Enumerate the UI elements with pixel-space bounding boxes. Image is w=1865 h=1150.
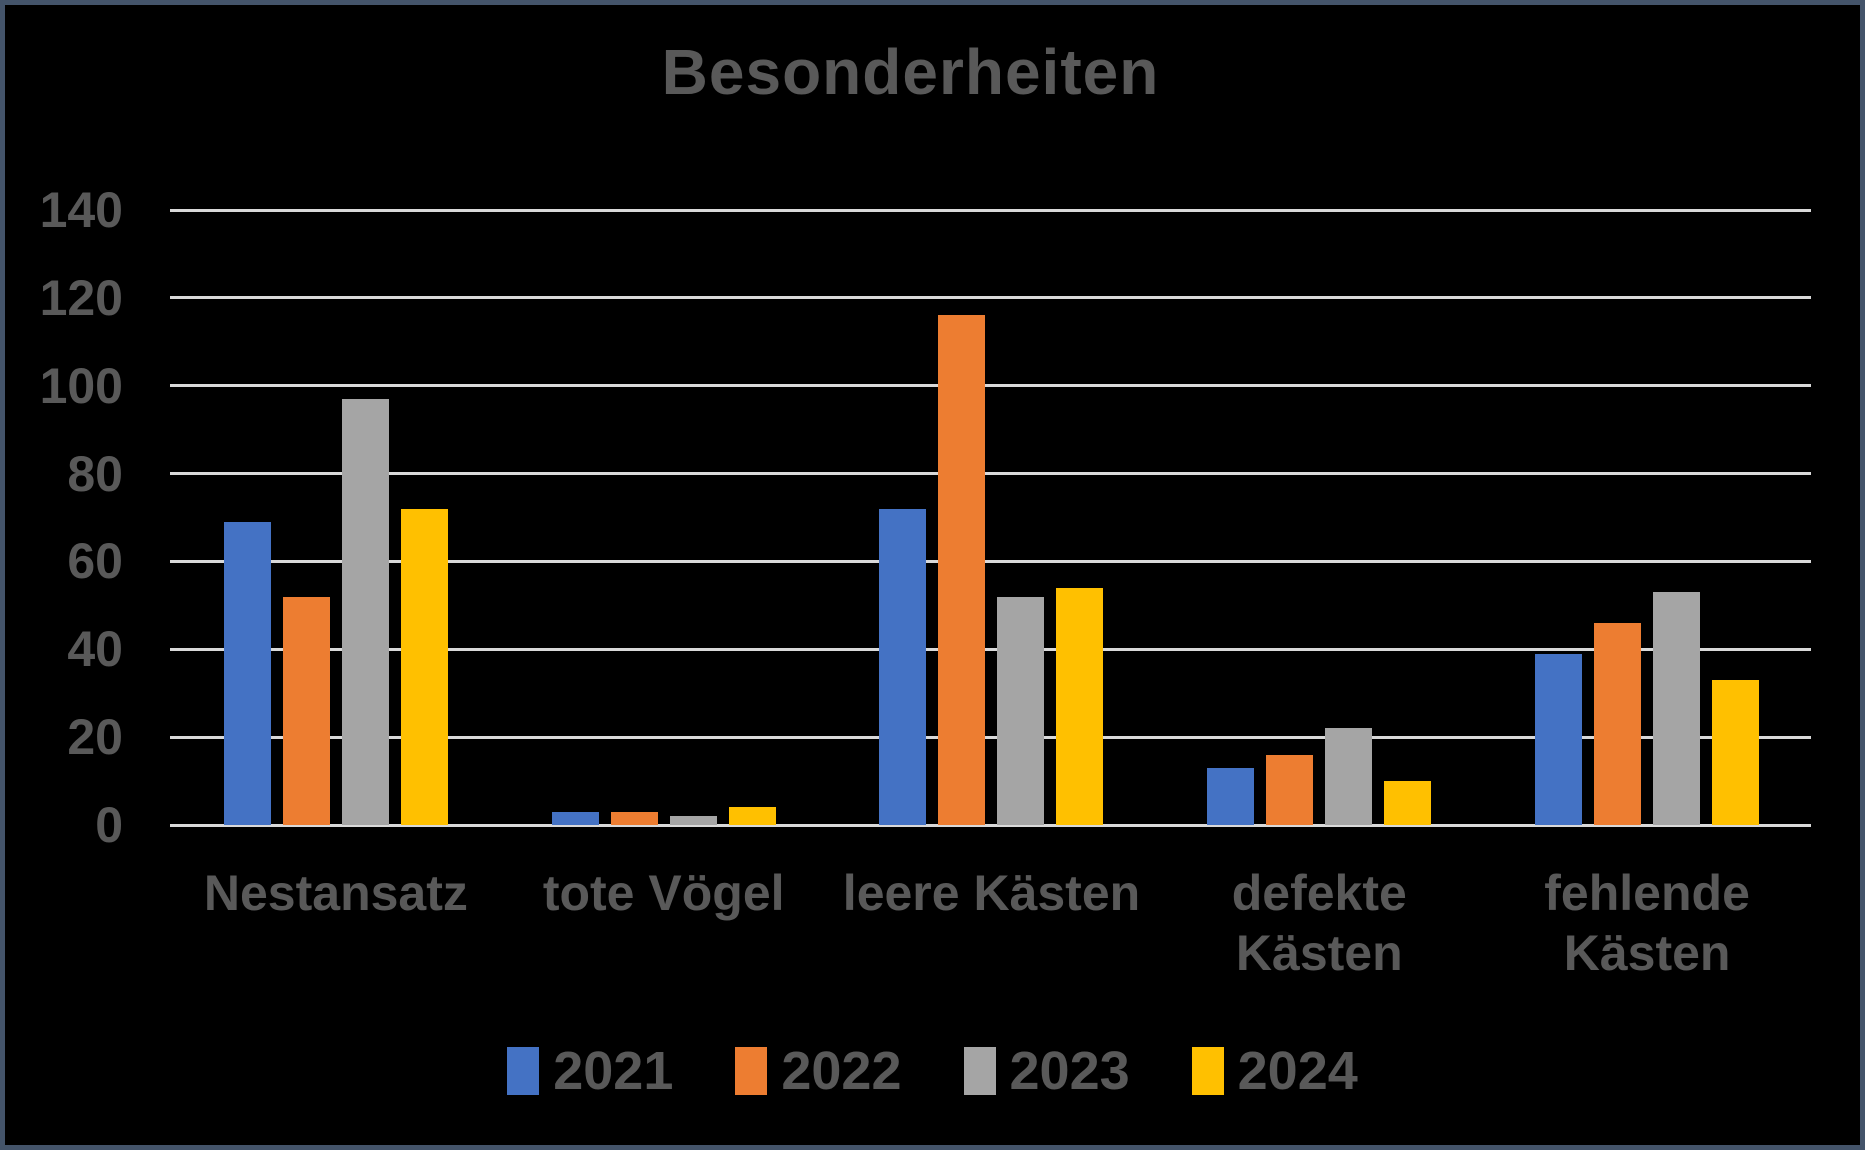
bar-2022-nestansatz bbox=[282, 597, 330, 825]
bar-2022-tote-voegel bbox=[610, 812, 658, 825]
gridline-140 bbox=[170, 208, 1811, 212]
bar-2024-leere-kaesten bbox=[1056, 588, 1104, 825]
x-category-label-leere-kaesten: leere Kästen bbox=[828, 863, 1156, 923]
bar-group-leere-kaesten bbox=[828, 210, 1156, 825]
y-tick-label-60: 60 bbox=[67, 533, 123, 590]
x-category-label-fehlende-kaesten: fehlende Kästen bbox=[1483, 863, 1811, 983]
bar-2021-tote-voegel bbox=[551, 812, 599, 825]
bar-2023-leere-kaesten bbox=[997, 597, 1045, 825]
bar-2023-defekte-kaesten bbox=[1325, 728, 1373, 825]
legend-item-2024: 2024 bbox=[1191, 1041, 1358, 1101]
legend-swatch-2022 bbox=[735, 1047, 768, 1095]
y-tick-label-100: 100 bbox=[39, 357, 123, 414]
x-category-label-line: tote Vögel bbox=[542, 865, 785, 921]
legend-swatch-2024 bbox=[1191, 1047, 1224, 1095]
bar-2022-defekte-kaesten bbox=[1266, 755, 1314, 825]
x-category-label-tote-voegel: tote Vögel bbox=[500, 863, 828, 923]
gridline-60 bbox=[170, 559, 1811, 563]
bar-2023-nestansatz bbox=[341, 399, 389, 825]
legend-label-2024: 2024 bbox=[1237, 1041, 1358, 1101]
legend-item-2021: 2021 bbox=[507, 1043, 673, 1099]
bar-2021-defekte-kaesten bbox=[1207, 768, 1255, 825]
x-category-label-defekte-kaesten: defekte Kästen bbox=[1155, 863, 1483, 983]
bar-2022-leere-kaesten bbox=[938, 315, 986, 825]
legend-swatch-2021 bbox=[507, 1047, 540, 1095]
y-tick-label-20: 20 bbox=[67, 709, 123, 766]
x-category-label-line: defekte bbox=[1231, 865, 1407, 921]
bar-2022-fehlende-kaesten bbox=[1594, 623, 1642, 825]
chart-title: Besonderheiten bbox=[661, 36, 1160, 108]
bar-2021-nestansatz bbox=[223, 522, 271, 825]
y-tick-label-80: 80 bbox=[67, 445, 123, 502]
bar-2024-defekte-kaesten bbox=[1384, 781, 1432, 825]
x-category-label-line: leere Kästen bbox=[842, 865, 1141, 921]
legend-label-2022: 2022 bbox=[781, 1041, 902, 1101]
x-category-label-line: Nestansatz bbox=[203, 865, 468, 921]
y-tick-label-0: 0 bbox=[95, 797, 123, 853]
x-category-label-line: Kästen bbox=[1235, 925, 1403, 981]
legend-item-2022: 2022 bbox=[735, 1041, 902, 1101]
x-category-label-line: Kästen bbox=[1563, 925, 1731, 981]
gridline-20 bbox=[170, 735, 1811, 739]
y-tick-label-40: 40 bbox=[67, 621, 123, 678]
bar-2023-fehlende-kaesten bbox=[1653, 592, 1701, 825]
y-tick-label-120: 120 bbox=[39, 269, 123, 326]
bar-group-tote-voegel bbox=[500, 210, 828, 825]
y-tick-label-140: 140 bbox=[39, 182, 123, 238]
x-category-label-line: fehlende bbox=[1544, 865, 1750, 921]
legend-item-2023: 2023 bbox=[963, 1041, 1130, 1101]
gridline-120 bbox=[170, 296, 1811, 300]
bar-2021-leere-kaesten bbox=[879, 509, 927, 825]
legend-label-2021: 2021 bbox=[553, 1041, 674, 1101]
gridline-0 bbox=[170, 823, 1811, 827]
bar-2024-fehlende-kaesten bbox=[1712, 680, 1760, 825]
bar-group-defekte-kaesten bbox=[1155, 210, 1483, 825]
bar-2024-tote-voegel bbox=[728, 807, 776, 825]
gridline-80 bbox=[170, 472, 1811, 476]
bar-group-nestansatz bbox=[172, 210, 500, 825]
bar-group-fehlende-kaesten bbox=[1483, 210, 1811, 825]
bar-2024-nestansatz bbox=[400, 509, 448, 825]
gridline-100 bbox=[170, 384, 1811, 388]
bar-2023-tote-voegel bbox=[669, 816, 717, 825]
legend-swatch-2023 bbox=[963, 1047, 996, 1095]
chart-legend: 2021 2022 2023 2024 bbox=[5, 1043, 1860, 1099]
legend-label-2023: 2023 bbox=[1009, 1041, 1130, 1101]
bar-2021-fehlende-kaesten bbox=[1535, 654, 1583, 825]
gridline-40 bbox=[170, 647, 1811, 651]
x-category-label-nestansatz: Nestansatz bbox=[172, 863, 500, 923]
